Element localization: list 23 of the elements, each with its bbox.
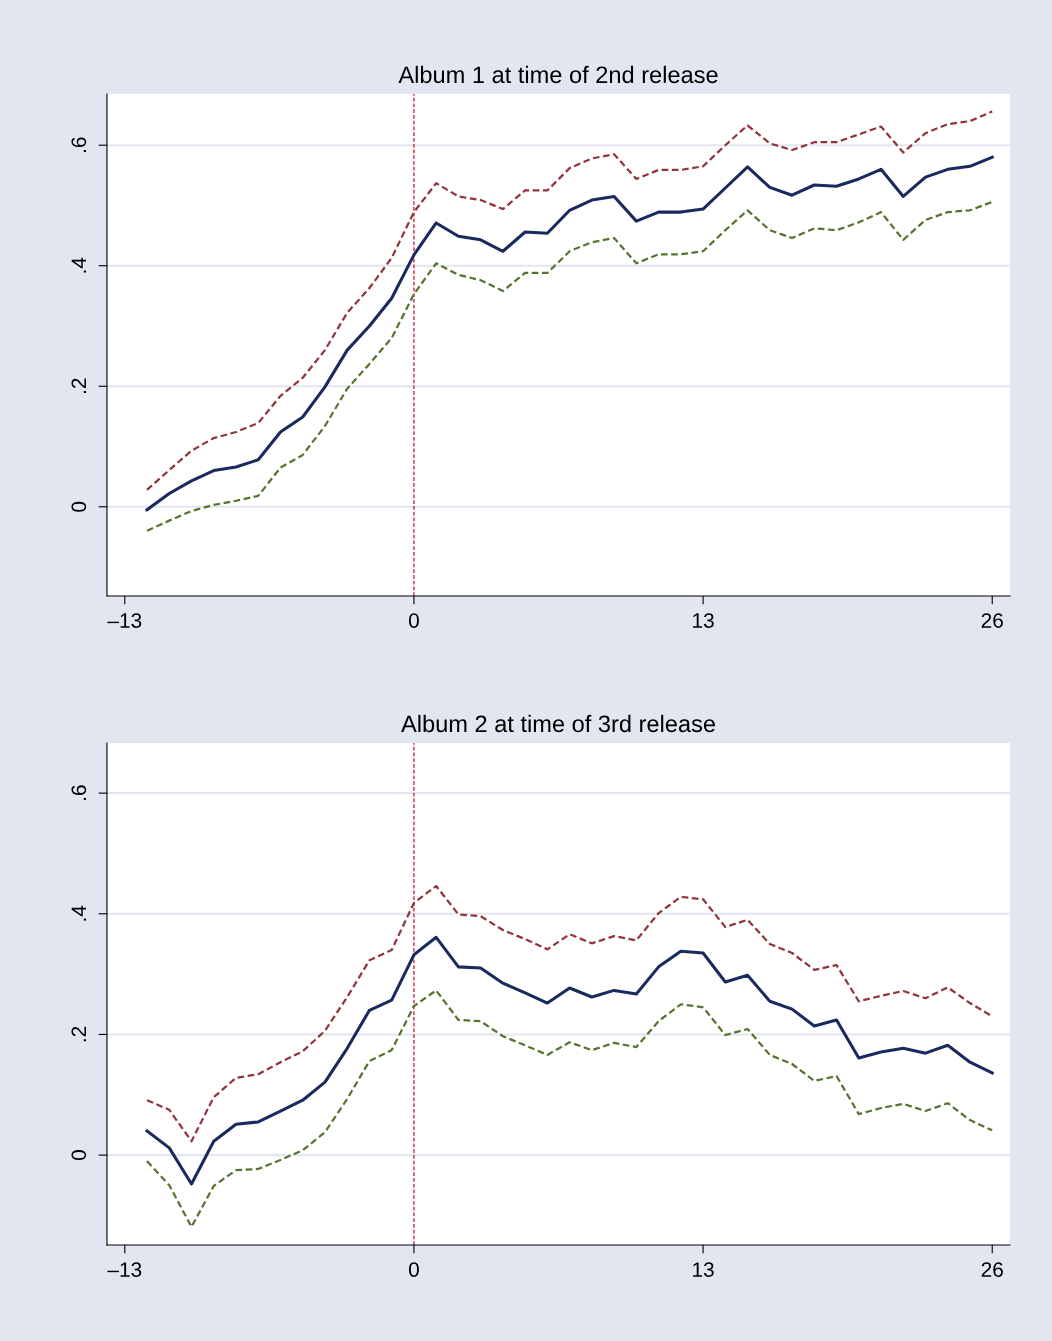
x-tick-label: 26 [981,1262,1003,1277]
y-tick-label: .6 [71,137,87,153]
x-tick-label: 0 [408,1262,419,1277]
x-tick-label: 26 [981,613,1003,628]
line-series [145,200,994,532]
y-tick-label: .4 [71,905,86,921]
chart-title: Album 2 at time of 3rd release [401,714,715,733]
x-tick-label: –13 [107,1262,142,1277]
line-series [145,989,994,1228]
x-tick-label: 13 [693,1262,714,1277]
line-series [145,110,994,491]
y-tick-label: .2 [71,1026,86,1042]
y-tick-label: .6 [71,785,87,800]
line-series [145,935,994,1186]
line-series [145,155,994,512]
y-tick-label: 0 [71,1150,87,1161]
y-tick-label: .2 [71,378,86,394]
x-tick-label: 13 [693,613,714,628]
x-tick-label: 0 [408,613,419,628]
y-tick-label: .4 [71,257,86,273]
y-tick-label: 0 [71,501,87,512]
x-tick-label: –13 [107,613,142,628]
chart-title: Album 1 at time of 2nd release [398,65,718,84]
